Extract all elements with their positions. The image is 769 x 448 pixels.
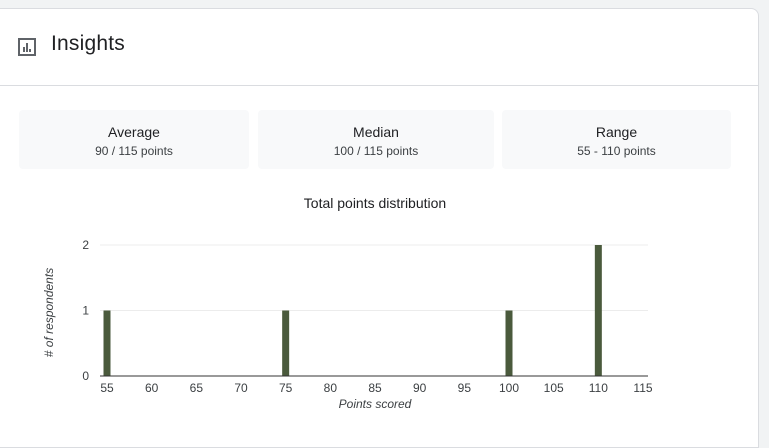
- x-tick-label: 65: [190, 381, 204, 395]
- bar-chart-icon: [18, 38, 36, 56]
- x-tick-label: 95: [458, 381, 472, 395]
- bar-55[interactable]: [103, 310, 111, 377]
- x-tick-label: 115: [633, 381, 652, 395]
- y-axis-title: # of respondents: [42, 268, 56, 357]
- bar-75[interactable]: [282, 310, 290, 377]
- bar-100[interactable]: [505, 310, 513, 377]
- range-stat: Range 55 - 110 points: [502, 110, 731, 169]
- x-tick-label: 105: [544, 381, 564, 395]
- insights-header: Insights: [0, 9, 758, 86]
- x-tick-label: 85: [368, 381, 382, 395]
- x-tick-label: 60: [145, 381, 159, 395]
- bar-110[interactable]: [594, 245, 602, 376]
- x-axis-title: Points scored: [339, 397, 412, 411]
- y-tick-label: 1: [82, 304, 89, 318]
- average-stat: Average 90 / 115 points: [19, 110, 249, 169]
- x-tick-label: 55: [100, 381, 114, 395]
- x-tick-label: 90: [413, 381, 427, 395]
- range-label: Range: [595, 124, 638, 140]
- x-tick-label: 70: [234, 381, 248, 395]
- average-label: Average: [108, 124, 160, 140]
- median-stat: Median 100 / 115 points: [258, 110, 494, 169]
- page-title: Insights: [51, 32, 125, 55]
- x-tick-label: 110: [589, 381, 608, 395]
- points-distribution-chart: 0 1 2 55 60 65 70 75 80 85 90 95 100 105 110 115 Points…: [42, 238, 653, 411]
- median-label: Median: [353, 124, 399, 140]
- chart-title: Total points distribution: [303, 195, 447, 211]
- median-value: 100 / 115 points: [333, 144, 419, 158]
- y-tick-label: 0: [82, 369, 89, 383]
- average-value: 90 / 115 points: [95, 144, 173, 158]
- range-value: 55 - 110 points: [577, 144, 656, 158]
- x-tick-label: 75: [279, 381, 293, 395]
- x-tick-label: 100: [499, 381, 519, 395]
- x-tick-label: 80: [324, 381, 338, 395]
- y-tick-label: 2: [82, 238, 89, 252]
- insights-card: Insights Average 90 / 115 points Median …: [0, 8, 759, 448]
